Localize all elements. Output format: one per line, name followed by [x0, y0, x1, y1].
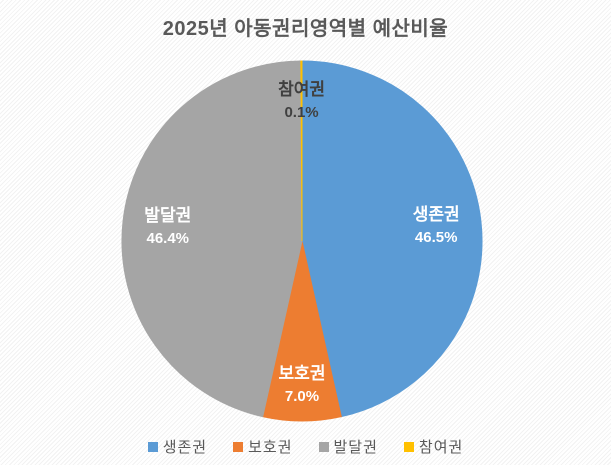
pie-slice-0 — [301, 60, 483, 418]
chart-title: 2025년 아동권리영역별 예산비율 — [162, 18, 449, 40]
legend-swatch-icon — [318, 441, 329, 452]
legend-label: 발달권 — [333, 439, 378, 456]
chart-legend: 생존권 보호권 발달권 참여권 — [0, 436, 611, 457]
legend-item-1: 보호권 — [233, 436, 292, 457]
legend-swatch-icon — [403, 441, 414, 452]
legend-item-3: 참여권 — [403, 436, 464, 457]
legend-label: 참여권 — [418, 439, 464, 456]
legend-swatch-icon — [147, 441, 158, 452]
legend-item-0: 생존권 — [147, 436, 208, 457]
legend-label: 보호권 — [248, 439, 293, 456]
legend-swatch-icon — [233, 441, 244, 452]
pie-slice-3 — [300, 60, 303, 242]
pie-slice-2 — [121, 60, 303, 418]
legend-label: 생존권 — [162, 439, 208, 456]
legend-item-2: 발달권 — [318, 436, 378, 457]
